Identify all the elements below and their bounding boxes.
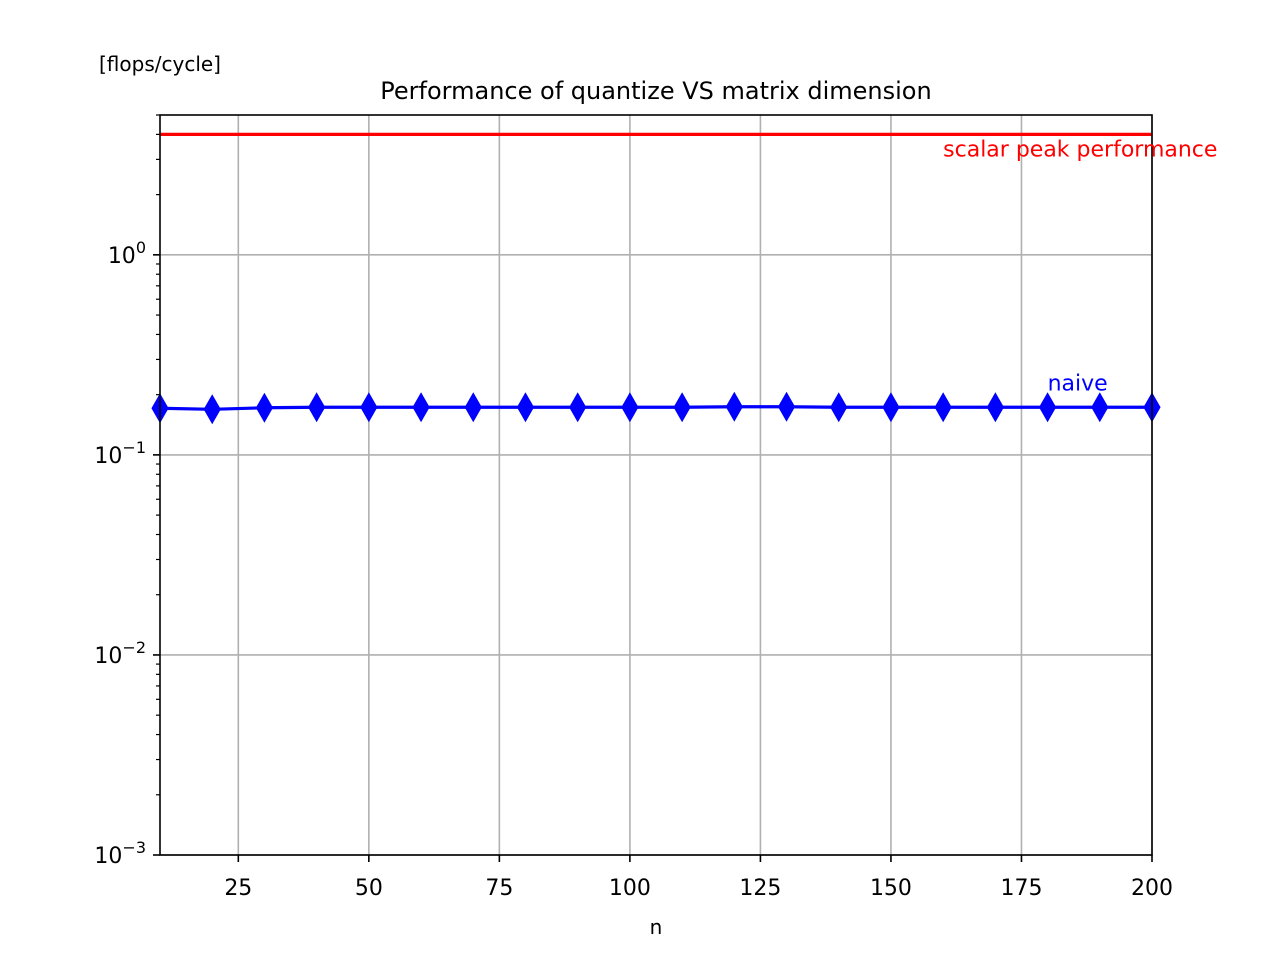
data-point-marker: [360, 392, 378, 423]
y-axis-label: [flops/cycle]: [99, 52, 221, 76]
data-point-marker: [1091, 392, 1109, 423]
data-point-marker: [673, 392, 691, 423]
data-point-marker: [986, 392, 1004, 423]
data-point-marker: [777, 391, 796, 422]
x-tick-label: 175: [1000, 876, 1042, 901]
data-point-marker: [830, 392, 848, 423]
y-tick-label: 10−2: [94, 638, 146, 669]
plot-frame: [159, 114, 1153, 856]
data-point-marker: [621, 392, 639, 423]
x-tick-label: 100: [609, 876, 651, 901]
x-axis-label: n: [650, 915, 663, 939]
data-point-marker: [516, 392, 535, 423]
y-tick-label: 10−3: [94, 838, 146, 869]
series-layer: [151, 132, 1161, 425]
data-point-marker: [308, 392, 326, 423]
x-tick-label: 150: [870, 876, 912, 901]
ticks: 25 50 75 100 125 150 175 200 10−3 10−2 10−1 100: [94, 114, 1173, 901]
data-point-marker: [934, 392, 952, 423]
annotations: naive scalar peak performance: [943, 138, 1217, 397]
data-point-marker: [569, 392, 587, 423]
data-point-marker: [1039, 392, 1057, 423]
x-tick-label: 125: [739, 876, 781, 901]
data-point-marker: [412, 392, 430, 423]
grid: [160, 115, 1153, 856]
data-point-marker: [203, 394, 221, 425]
chart-title: Performance of quantize VS matrix dimens…: [380, 77, 931, 105]
reference-line-label: scalar peak performance: [943, 138, 1217, 163]
y-tick-label: 10−1: [94, 438, 146, 469]
data-point-marker: [255, 392, 273, 423]
x-tick-label: 200: [1131, 876, 1173, 901]
y-tick-label: 100: [108, 238, 146, 269]
series-line-naive: [159, 405, 1152, 411]
x-tick-label: 75: [485, 876, 513, 901]
series-label-naive: naive: [1048, 371, 1108, 396]
data-point-marker: [464, 392, 482, 423]
data-point-marker: [882, 392, 900, 423]
x-tick-label: 25: [224, 876, 252, 901]
data-point-marker: [725, 391, 743, 422]
x-tick-label: 50: [355, 876, 383, 901]
